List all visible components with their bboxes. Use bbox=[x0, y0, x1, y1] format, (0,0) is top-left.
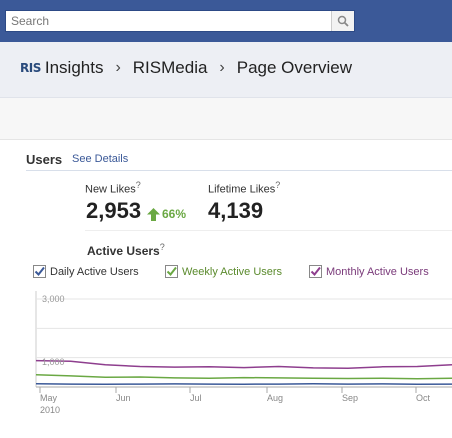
breadcrumb-separator-icon: › bbox=[115, 59, 121, 76]
checkbox-monthly[interactable] bbox=[309, 265, 322, 278]
checkmark-icon bbox=[34, 266, 45, 277]
x-tick-label: Sep bbox=[342, 393, 359, 403]
legend-label: Monthly Active Users bbox=[326, 265, 429, 278]
search-button[interactable] bbox=[331, 11, 354, 31]
see-details-link[interactable]: See Details bbox=[72, 153, 129, 165]
up-arrow-icon bbox=[147, 207, 160, 221]
series-line-weekly-active-users bbox=[35, 373, 452, 380]
checkbox-weekly[interactable] bbox=[165, 265, 178, 278]
chart-svg bbox=[35, 291, 452, 393]
x-tick-label: Jul bbox=[190, 393, 202, 403]
lifetime-likes-value: 4,139 bbox=[208, 198, 264, 223]
new-likes-label: New Likes? bbox=[85, 180, 141, 196]
legend-label: Daily Active Users bbox=[50, 265, 139, 278]
breadcrumb-rismedia[interactable]: RISMedia bbox=[132, 58, 208, 77]
search-box bbox=[5, 10, 355, 32]
page-header: RIS Insights › RISMedia › Page Overview bbox=[0, 42, 452, 98]
lifetime-likes-label: Lifetime Likes? bbox=[208, 180, 281, 196]
x-tick-label: Oct bbox=[416, 393, 431, 403]
x-tick-label: May bbox=[40, 393, 58, 403]
stats-divider bbox=[85, 230, 452, 231]
help-icon[interactable]: ? bbox=[135, 180, 141, 190]
x-tick-label: Jun bbox=[116, 393, 131, 403]
legend-label: Weekly Active Users bbox=[182, 265, 283, 278]
checkmark-icon bbox=[310, 266, 321, 277]
x-tick-label: Aug bbox=[267, 393, 284, 403]
help-icon[interactable]: ? bbox=[275, 180, 281, 190]
new-likes-change: 66% bbox=[147, 207, 186, 221]
new-likes-value: 2,953 bbox=[86, 198, 142, 223]
legend-weekly-active-users[interactable]: Weekly Active Users bbox=[165, 265, 282, 278]
search-icon bbox=[337, 15, 349, 27]
active-users-title: Active Users? bbox=[87, 242, 165, 258]
search-input[interactable] bbox=[6, 11, 331, 31]
checkbox-daily[interactable] bbox=[33, 265, 46, 278]
breadcrumb-separator-icon: › bbox=[219, 59, 225, 76]
series-line-monthly-active-users bbox=[35, 359, 452, 369]
active-users-chart bbox=[35, 291, 452, 399]
legend-daily-active-users[interactable]: Daily Active Users bbox=[33, 265, 139, 278]
y-tick-label: 3,000 bbox=[42, 294, 65, 304]
help-icon[interactable]: ? bbox=[159, 242, 165, 252]
top-bar bbox=[0, 0, 452, 42]
checkmark-icon bbox=[166, 266, 177, 277]
rismedia-logo-icon: RIS bbox=[20, 61, 41, 75]
breadcrumb-page-overview: Page Overview bbox=[236, 58, 353, 77]
legend-monthly-active-users[interactable]: Monthly Active Users bbox=[309, 265, 429, 278]
users-section-title: Users bbox=[26, 152, 63, 167]
breadcrumb-insights[interactable]: Insights bbox=[44, 58, 104, 77]
section-divider bbox=[26, 170, 452, 171]
x-year-label: 2010 bbox=[40, 405, 61, 415]
breadcrumb: RIS Insights › RISMedia › Page Overview bbox=[20, 58, 352, 78]
toolbar-strip bbox=[0, 98, 452, 140]
y-tick-label: 1,000 bbox=[42, 357, 65, 367]
